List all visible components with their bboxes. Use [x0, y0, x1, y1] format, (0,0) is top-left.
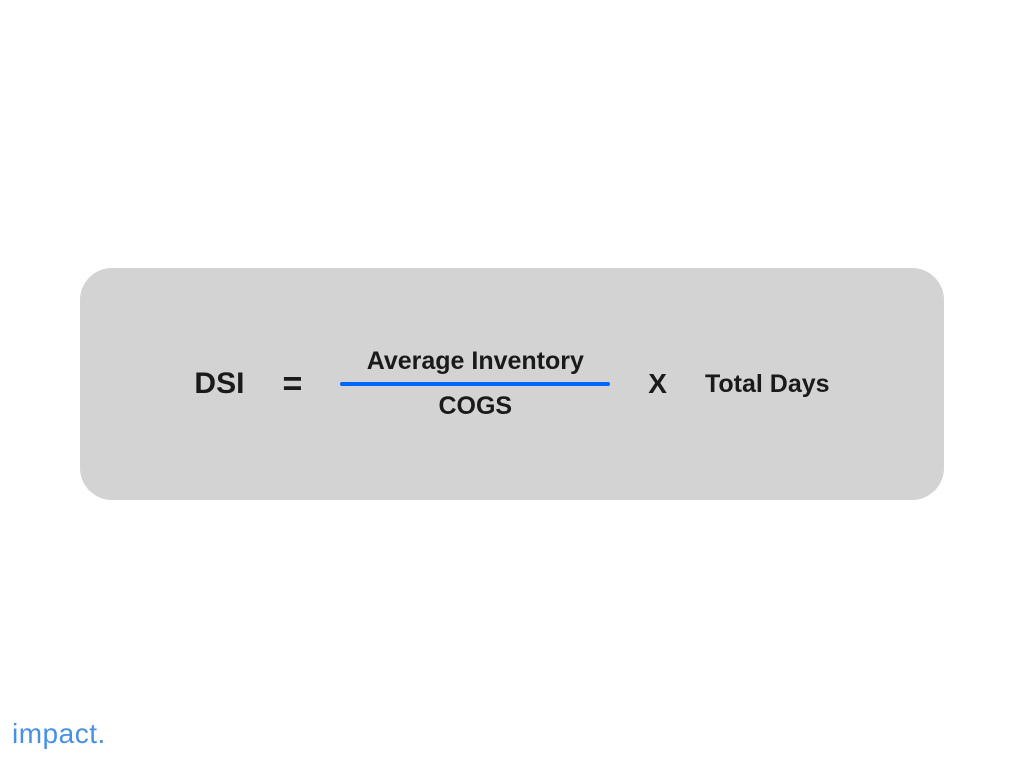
fraction: Average Inventory COGS	[340, 347, 610, 421]
brand-logo: impact.	[12, 718, 106, 750]
equals-sign: =	[282, 365, 302, 404]
formula-multiplicand: Total Days	[705, 370, 830, 399]
formula-result-label: DSI	[194, 367, 244, 401]
formula-container: DSI = Average Inventory COGS X Total Day…	[80, 268, 944, 500]
fraction-numerator: Average Inventory	[367, 347, 584, 376]
fraction-denominator: COGS	[438, 392, 512, 421]
fraction-line	[340, 382, 610, 386]
multiply-sign: X	[648, 368, 667, 400]
